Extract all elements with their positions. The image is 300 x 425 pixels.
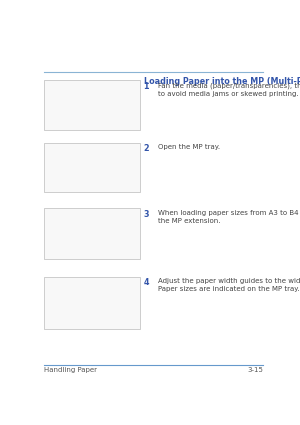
Text: Loading Paper into the MP (Multi-Purpose) Tray: Loading Paper into the MP (Multi-Purpose… [145,76,300,85]
Bar [44,143,140,192]
Bar [44,277,140,329]
Bar [44,208,140,259]
Text: When loading paper sizes from A3 to B4 or Ledger to Legal, pull out
the MP exten: When loading paper sizes from A3 to B4 o… [158,210,300,224]
Text: 1: 1 [143,82,149,91]
Bar [44,80,140,130]
Text: Open the MP tray.: Open the MP tray. [158,144,220,150]
Text: 4: 4 [143,278,149,287]
Text: Handling Paper: Handling Paper [44,367,98,373]
Text: 3-15: 3-15 [247,367,263,373]
Text: Adjust the paper width guides to the width of the paper.
Paper sizes are indicat: Adjust the paper width guides to the wid… [158,278,300,292]
Text: Fan the media (paper/transparencies), then tap it on a level surface
to avoid me: Fan the media (paper/transparencies), th… [158,82,300,96]
Text: 2: 2 [143,144,149,153]
Text: 3: 3 [143,210,149,219]
